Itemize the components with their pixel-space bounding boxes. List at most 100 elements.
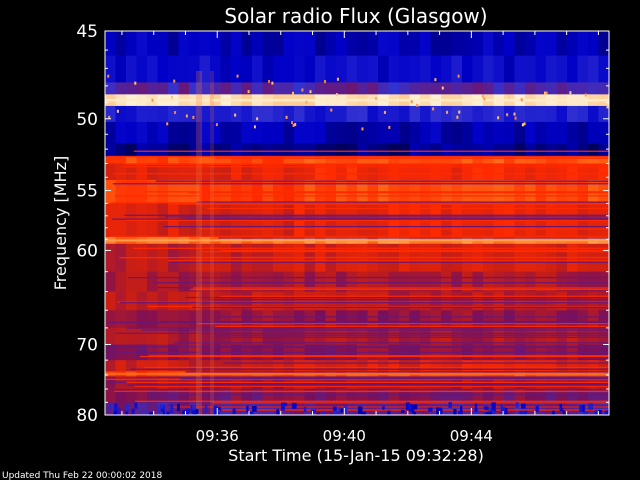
heatmap-cell (546, 402, 557, 415)
heatmap-cell (262, 143, 274, 157)
heatmap-speckle (507, 95, 510, 99)
heatmap-cell (504, 163, 515, 181)
heatmap-striation (198, 383, 609, 385)
heatmap-striation (155, 180, 609, 182)
heatmap-cell (462, 105, 473, 123)
heatmap-cell (147, 360, 158, 372)
heatmap-ridge (105, 239, 609, 242)
heatmap-cell (472, 143, 484, 157)
heatmap-noise (411, 404, 415, 414)
heatmap-cell (472, 389, 484, 403)
heatmap-cell (105, 55, 116, 83)
heatmap-cell (115, 121, 127, 144)
heatmap-cell (315, 360, 326, 372)
heatmap-cell (136, 105, 148, 123)
heatmap-cell (367, 121, 379, 144)
heatmap-striation (202, 250, 609, 253)
heatmap-cell (462, 402, 473, 415)
heatmap-noise (334, 409, 338, 415)
heatmap-cell (357, 31, 368, 56)
heatmap-noise (473, 409, 479, 415)
heatmap-cell (336, 55, 347, 83)
heatmap-cell (283, 55, 295, 83)
heatmap-cell (504, 402, 515, 415)
heatmap-speckle (192, 115, 195, 119)
heatmap-cell (451, 402, 463, 415)
heatmap-cell (336, 291, 347, 311)
heatmap-striation (111, 346, 609, 348)
heatmap-cell (346, 143, 358, 157)
heatmap-cell (514, 143, 526, 157)
heatmap-cell (567, 105, 578, 123)
heatmap-cell (483, 121, 494, 144)
heatmap-cell (472, 291, 484, 311)
heatmap-cell (588, 402, 599, 415)
heatmap-noise (486, 412, 491, 415)
heatmap-cell (378, 156, 389, 164)
heatmap-noise (488, 406, 491, 415)
heatmap-cell (556, 360, 568, 372)
heatmap-striation (164, 216, 609, 218)
heatmap-cell (567, 143, 578, 157)
heatmap-cell (504, 327, 515, 345)
heatmap-noise (500, 404, 503, 410)
heatmap-cell (147, 82, 158, 95)
heatmap-cell (567, 402, 578, 415)
heatmap-cell (220, 310, 232, 329)
heatmap-cell (178, 105, 190, 123)
heatmap-speckle (305, 100, 308, 104)
heatmap-cell (336, 143, 347, 157)
heatmap-cell (126, 105, 137, 123)
heatmap-cell (535, 121, 547, 144)
heatmap-cell (126, 389, 137, 403)
heatmap-cell (598, 105, 609, 123)
heatmap-cell (430, 271, 442, 292)
heatmap-cell (357, 389, 368, 403)
heatmap-striation (135, 400, 609, 402)
heatmap-cell (283, 327, 295, 345)
heatmap-cell (231, 271, 242, 292)
heatmap-cell (346, 163, 358, 181)
heatmap-cell (241, 143, 253, 157)
heatmap-cell (210, 291, 221, 311)
heatmap-noise (113, 403, 118, 412)
heatmap-cell (493, 389, 505, 403)
heatmap-cell (136, 143, 148, 157)
heatmap-speckle (520, 98, 523, 102)
heatmap-cell (199, 31, 211, 56)
heatmap-cell (441, 82, 452, 95)
heatmap-cell (210, 105, 221, 123)
heatmap-cell (147, 310, 158, 329)
heatmap-cell (525, 402, 536, 415)
heatmap-cell (189, 55, 200, 83)
heatmap-cell (220, 389, 232, 403)
heatmap-cell (315, 291, 326, 311)
heatmap-cell (514, 310, 526, 329)
heatmap-cell (493, 121, 505, 144)
heatmap-cell (315, 389, 326, 403)
heatmap-cell (357, 163, 368, 181)
heatmap-noise (559, 403, 563, 408)
heatmap-striation (119, 302, 609, 304)
heatmap-cell (231, 310, 242, 329)
heatmap-cell (430, 121, 442, 144)
heatmap-cell (283, 291, 295, 311)
heatmap-cell (210, 310, 221, 329)
heatmap-cell (420, 31, 431, 56)
heatmap-striation (139, 355, 609, 358)
heatmap-striation (128, 384, 609, 386)
heatmap-ridge (105, 98, 609, 102)
heatmap-cell (136, 179, 148, 204)
heatmap-cell (136, 310, 148, 329)
heatmap-cell (304, 271, 316, 292)
heatmap-striation (113, 173, 609, 175)
heatmap-cell (462, 360, 473, 372)
heatmap-cell (430, 310, 442, 329)
heatmap-cell (157, 271, 169, 292)
heatmap-noise (408, 403, 413, 412)
heatmap-cell (430, 55, 442, 83)
heatmap-cell (231, 402, 242, 415)
heatmap-cell (430, 402, 442, 415)
heatmap-striation (197, 323, 609, 325)
